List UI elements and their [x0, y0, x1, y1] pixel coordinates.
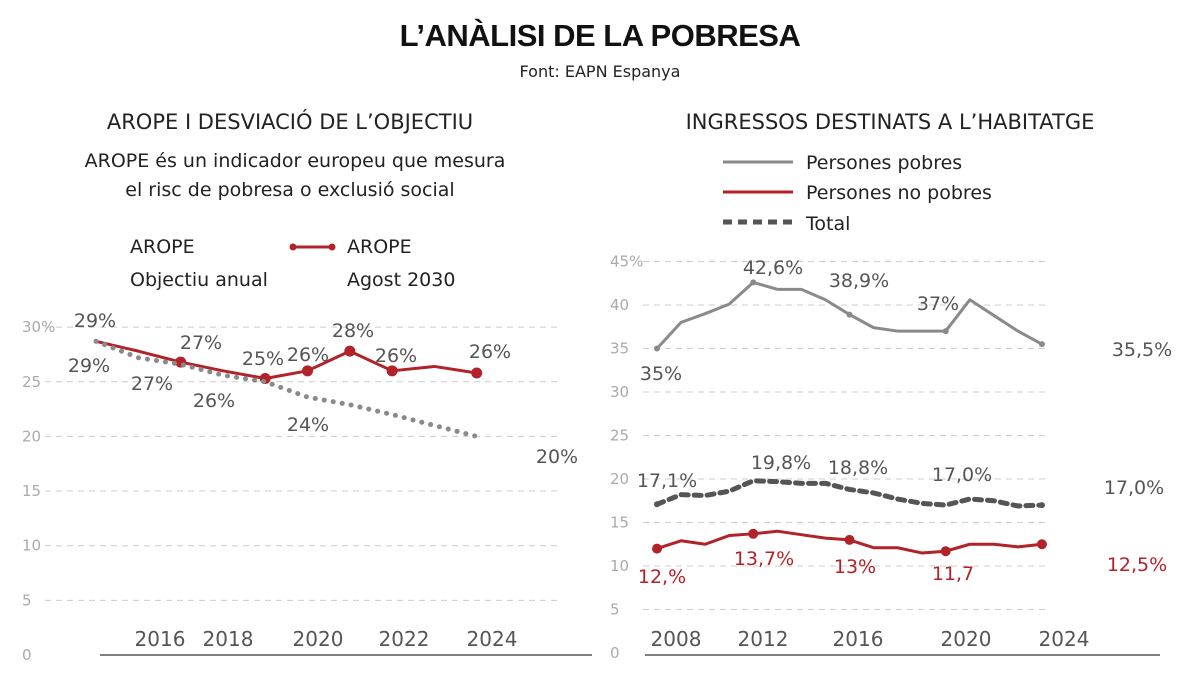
left-chart-description-1: AROPE és un indicador europeu que mesura	[85, 150, 506, 172]
data-point	[471, 367, 483, 379]
data-point	[654, 501, 660, 508]
data-label: 18,8%	[828, 457, 888, 479]
data-label: 28%	[332, 320, 374, 342]
y-tick-label: 5	[610, 601, 620, 619]
data-label: 12,5%	[1107, 554, 1167, 576]
y-tick-label: 20	[22, 427, 41, 445]
left-chart-description-2: el risc de pobresa o exclusió social	[125, 179, 454, 201]
data-label: 26%	[287, 344, 329, 366]
y-tick-label: 35	[610, 340, 629, 358]
x-tick-label: 2022	[379, 627, 430, 651]
y-tick-label: 30%	[22, 318, 55, 336]
data-label: 11,7	[932, 563, 974, 585]
data-point	[750, 279, 757, 286]
data-label: 26%	[375, 345, 417, 367]
data-label: 35,5%	[1112, 339, 1172, 361]
data-label: 35%	[640, 363, 682, 385]
data-point	[386, 365, 398, 377]
x-tick-label: 2016	[135, 627, 186, 651]
right-chart-title: INGRESSOS DESTINATS A L’HABITATGE	[686, 110, 1095, 134]
main-title: L’ANÀLISI DE LA POBRESA	[400, 18, 801, 53]
left-legend-arope-line2: Agost 2030	[347, 269, 455, 291]
data-label: 12,%	[638, 566, 686, 588]
data-label: 13,7%	[734, 548, 794, 570]
data-label: 38,9%	[829, 270, 889, 292]
left-chart-title: AROPE I DESVIACIÓ DE L’OBJECTIU	[107, 109, 473, 134]
data-point	[654, 345, 660, 352]
data-point	[942, 328, 949, 335]
x-tick-label: 2016	[833, 627, 884, 651]
left-legend-red-line-icon	[289, 243, 336, 251]
data-point	[652, 543, 662, 554]
right-legend-total: Total	[805, 213, 850, 235]
data-point	[1038, 502, 1045, 509]
y-tick-label: 25	[610, 427, 629, 445]
data-label: 26%	[193, 390, 235, 412]
data-point	[302, 365, 313, 377]
y-tick-label: 20	[610, 470, 629, 488]
y-tick-label: 10	[22, 537, 41, 555]
x-tick-label: 2012	[738, 627, 789, 651]
data-point	[1038, 341, 1045, 348]
data-label: 20%	[536, 446, 578, 468]
data-label: 26%	[469, 341, 511, 363]
data-label: 27%	[180, 332, 222, 354]
y-tick-label: 40	[610, 296, 629, 314]
data-point	[844, 534, 855, 545]
data-label: 24%	[287, 414, 329, 436]
x-tick-label: 2018	[203, 627, 254, 651]
y-tick-label: 10	[610, 557, 629, 575]
data-label: 27%	[131, 373, 173, 395]
data-label: 17,0%	[932, 464, 992, 486]
data-point	[1036, 539, 1047, 550]
data-point	[940, 546, 951, 557]
data-label: 29%	[74, 310, 116, 332]
data-label: 17,0%	[1104, 477, 1164, 499]
left-legend-objective-line2: Objectiu anual	[130, 269, 268, 291]
data-label: 37%	[917, 293, 959, 315]
data-label: 25%	[242, 348, 284, 370]
y-tick-label: 15	[22, 482, 41, 500]
x-tick-label: 2020	[293, 627, 344, 651]
left-legend-arope-line1: AROPE	[347, 236, 412, 258]
left-legend-objective-line1: AROPE	[130, 236, 195, 258]
x-tick-label: 2024	[467, 627, 518, 651]
y-tick-label: 45%	[610, 253, 643, 271]
y-tick-label: 0	[610, 644, 620, 662]
series-line-arope-objectiu-anual	[93, 338, 480, 439]
y-tick-label: 25	[22, 373, 41, 391]
data-label: 19,8%	[751, 452, 811, 474]
right-chart: 0 5 10 15 20 25 30 35 40 45% 2008 2012 2016 2020 2024 3…	[610, 253, 1172, 663]
x-tick-label: 2008	[651, 627, 702, 651]
data-label: 13%	[834, 556, 876, 578]
y-tick-label: 5	[22, 591, 32, 609]
y-tick-label: 15	[610, 514, 629, 532]
series-line-total	[654, 478, 1045, 509]
data-point	[748, 528, 759, 539]
right-legend-nonpoor: Persones no pobres	[806, 182, 992, 204]
x-tick-label: 2024	[1039, 627, 1090, 651]
source-note: Font: EAPN Espanya	[520, 62, 681, 81]
left-chart: 0 5 10 15 20 25 30% 2016 2018 2020 2022 2024 29% 27% 2…	[22, 310, 592, 664]
data-point	[846, 311, 853, 318]
data-point	[344, 345, 356, 357]
y-tick-label: 0	[22, 646, 32, 664]
series-line-arope-agost-2030	[94, 339, 479, 380]
x-tick-label: 2020	[941, 627, 992, 651]
y-tick-label: 30	[610, 383, 629, 401]
data-label: 42,6%	[743, 257, 803, 279]
data-label: 17,1%	[637, 470, 697, 492]
data-label: 29%	[68, 355, 110, 377]
right-legend-poor: Persones pobres	[806, 152, 962, 174]
